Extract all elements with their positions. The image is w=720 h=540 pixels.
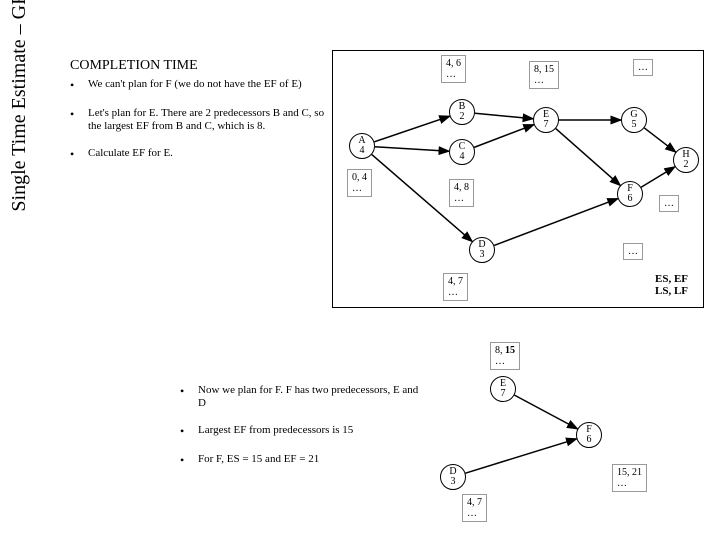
value-label: 0, 4… [347, 169, 372, 197]
value-label: … [659, 195, 679, 212]
value-label: 4, 6… [441, 55, 466, 83]
network-diagram-main: A4 B2 C4 D3 E7 F6 G5 H2 4, 6… 8, 15… … 0, 4… 4, 8… 4,… [332, 50, 704, 308]
graph-node: H2 [673, 147, 699, 173]
value-label: 4, 7… [462, 494, 487, 522]
graph-node: A4 [349, 133, 375, 159]
value-label: 4, 8… [449, 179, 474, 207]
value-label: 8, 15… [490, 342, 520, 370]
value-label: 15, 21… [612, 464, 647, 492]
value-label: 8, 15… [529, 61, 559, 89]
graph-node: F6 [617, 181, 643, 207]
graph-node: B2 [449, 99, 475, 125]
value-label: … [633, 59, 653, 76]
graph-node: D3 [440, 464, 466, 490]
edges-svg [333, 51, 705, 309]
value-label: 4, 7… [443, 273, 468, 301]
graph-node: D3 [469, 237, 495, 263]
graph-node: C4 [449, 139, 475, 165]
graph-node: G5 [621, 107, 647, 133]
graph-node: F6 [576, 422, 602, 448]
graph-node: E7 [533, 107, 559, 133]
value-label: … [623, 243, 643, 260]
graph-node: E7 [490, 376, 516, 402]
